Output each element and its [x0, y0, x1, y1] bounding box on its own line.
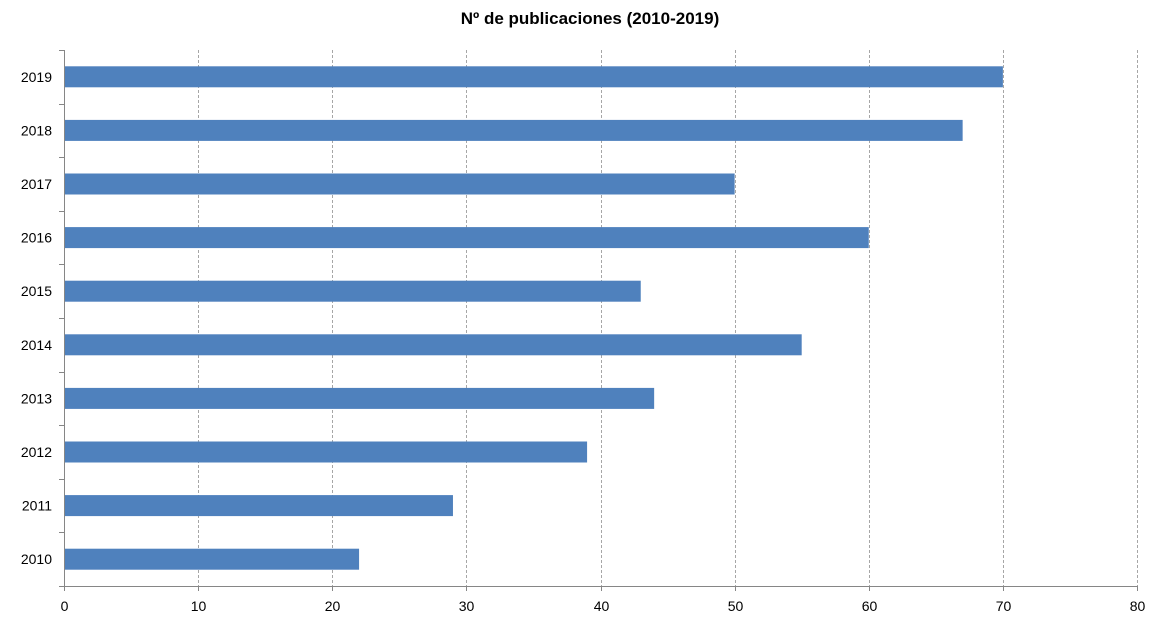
axes — [59, 50, 1138, 591]
x-tick-label: 20 — [325, 598, 341, 614]
y-tick-label: 2016 — [21, 230, 52, 246]
bar-2014 — [64, 334, 802, 356]
y-tick-label: 2010 — [21, 551, 52, 567]
x-tick-label: 60 — [862, 598, 878, 614]
x-tick-label: 10 — [191, 598, 207, 614]
bar-2015 — [64, 280, 641, 302]
x-tick-label: 70 — [996, 598, 1012, 614]
y-tick-label: 2012 — [21, 444, 52, 460]
bar-2019 — [64, 66, 1003, 88]
y-tick-label: 2015 — [21, 283, 52, 299]
bar-2012 — [64, 441, 588, 463]
chart-title: Nº de publicaciones (2010-2019) — [461, 9, 719, 28]
bar-2016 — [64, 227, 869, 249]
y-tick-labels: 2010 2011 2012 2013 2014 2015 2016 2017 2018 2019 — [21, 69, 52, 567]
x-tick-label: 40 — [594, 598, 610, 614]
y-tick-label: 2018 — [21, 122, 52, 138]
bar-2018 — [64, 119, 963, 141]
x-tick-labels: 0 10 20 30 40 50 60 70 80 — [61, 598, 1146, 614]
y-tick-label: 2013 — [21, 390, 52, 406]
y-tick-label: 2019 — [21, 69, 52, 85]
bar-2010 — [64, 548, 360, 570]
x-tick-label: 80 — [1130, 598, 1146, 614]
bar-2013 — [64, 387, 655, 409]
x-tick-label: 30 — [459, 598, 475, 614]
y-tick-label: 2011 — [22, 498, 52, 514]
y-tick-label: 2017 — [21, 176, 52, 192]
bars — [64, 66, 1003, 570]
x-tick-label: 0 — [61, 598, 69, 614]
x-tick-label: 50 — [728, 598, 744, 614]
bar-2017 — [64, 173, 735, 195]
y-tick-label: 2014 — [21, 337, 52, 353]
bar-2011 — [64, 495, 453, 517]
